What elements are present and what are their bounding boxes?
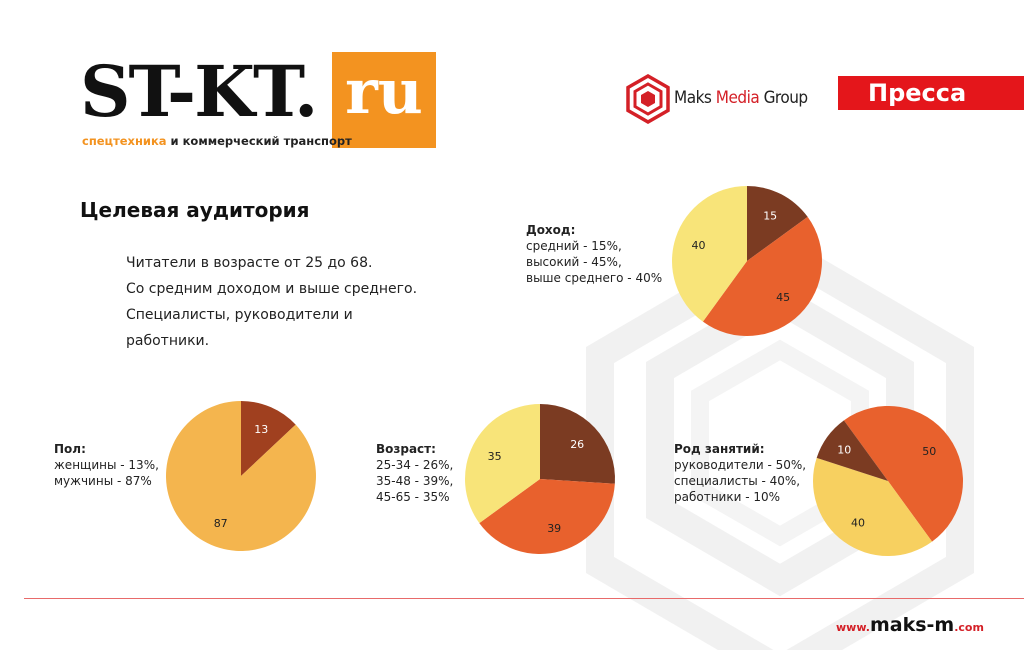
logo-subtitle-rest: и коммерческий транспорт (166, 134, 352, 148)
audience-line: Читатели в возрасте от 25 до 68. (126, 255, 373, 271)
occupation-caption-title: Род занятий: (674, 442, 765, 456)
website-link[interactable]: www.maks-m.com (836, 614, 984, 636)
occupation-caption-line: руководители - 50%, (674, 458, 807, 472)
occupation-caption-line: специалисты - 40%, (674, 474, 801, 488)
occupation-slice (843, 405, 964, 542)
maks-media-group-logo: Maks Media Group (626, 73, 816, 125)
logo-subtitle-accent: спецтехника (82, 134, 167, 148)
age-slice (540, 404, 615, 484)
age-slice (479, 479, 615, 554)
income-slice (747, 186, 808, 261)
audience-line: Специалисты, руководители и (126, 307, 353, 323)
occupation-caption-line: работники - 10% (674, 490, 781, 504)
footer-divider (24, 598, 1024, 599)
occupation-caption: Род занятий: руководители - 50%, специал… (674, 441, 806, 505)
age-caption-title: Возраст: (376, 442, 436, 456)
age-caption-line: 45-65 - 35% (376, 490, 450, 504)
gender-data-label: 13 (254, 423, 268, 436)
website-www: www. (836, 621, 870, 634)
income-caption-line: средний - 15%, (526, 239, 622, 253)
gender-slice (165, 400, 316, 551)
income-caption-line: выше среднего - 40% (526, 271, 663, 285)
income-caption-line: высокий - 45%, (526, 255, 622, 269)
audience-line: Со средним доходом и выше среднего. (126, 281, 418, 297)
occupation-data-label: 10 (837, 443, 851, 456)
mmg-text-part3: Group (759, 88, 809, 108)
gender-slice (241, 401, 296, 476)
income-caption: Доход: средний - 15%, высокий - 45%, выш… (526, 222, 662, 286)
income-slice (702, 216, 823, 337)
gender-caption-line: женщины - 13%, (54, 458, 159, 472)
age-data-label: 26 (570, 438, 584, 451)
age-data-label: 39 (547, 522, 561, 535)
mmg-text-part1: Maks (674, 88, 716, 108)
income-data-label: 40 (692, 239, 706, 252)
maks-media-group-text: Maks Media Group (674, 88, 808, 108)
logo-ru-badge: ru (332, 52, 436, 148)
website-tld: .com (954, 621, 984, 634)
gender-caption-line: мужчины - 87% (54, 474, 152, 488)
logo-subtitle: спецтехника и коммерческий транспорт (82, 134, 352, 148)
hexagon-logo-icon (626, 73, 670, 125)
income-data-label: 45 (776, 291, 790, 304)
age-data-label: 35 (488, 450, 502, 463)
age-slice (464, 404, 540, 524)
gender-data-label: 87 (214, 517, 228, 530)
income-caption-title: Доход: (526, 223, 576, 237)
age-caption-line: 25-34 - 26%, (376, 458, 454, 472)
age-caption-line: 35-48 - 39%, (376, 474, 454, 488)
occupation-slice (812, 457, 933, 557)
occupation-slice (816, 420, 888, 481)
website-domain: maks-m (869, 614, 955, 636)
age-caption: Возраст: 25-34 - 26%, 35-48 - 39%, 45-65… (376, 441, 453, 505)
gender-caption: Пол: женщины - 13%, мужчины - 87% (54, 441, 159, 489)
audience-line: работники. (126, 333, 210, 349)
audience-description: Читатели в возрасте от 25 до 68. Со сред… (126, 250, 446, 354)
gender-caption-title: Пол: (54, 442, 86, 456)
income-slice (671, 185, 747, 322)
st-kt-logo: ST-KT. ru спецтехника и коммерческий тра… (80, 52, 436, 148)
logo-main-text: ST-KT. (80, 50, 318, 133)
press-label: Пресса (838, 76, 1024, 110)
occupation-data-label: 50 (922, 445, 936, 458)
income-data-label: 15 (763, 210, 777, 223)
mmg-text-part2: Media (715, 88, 760, 108)
occupation-data-label: 40 (851, 516, 865, 529)
target-audience-title: Целевая аудитория (80, 198, 310, 222)
